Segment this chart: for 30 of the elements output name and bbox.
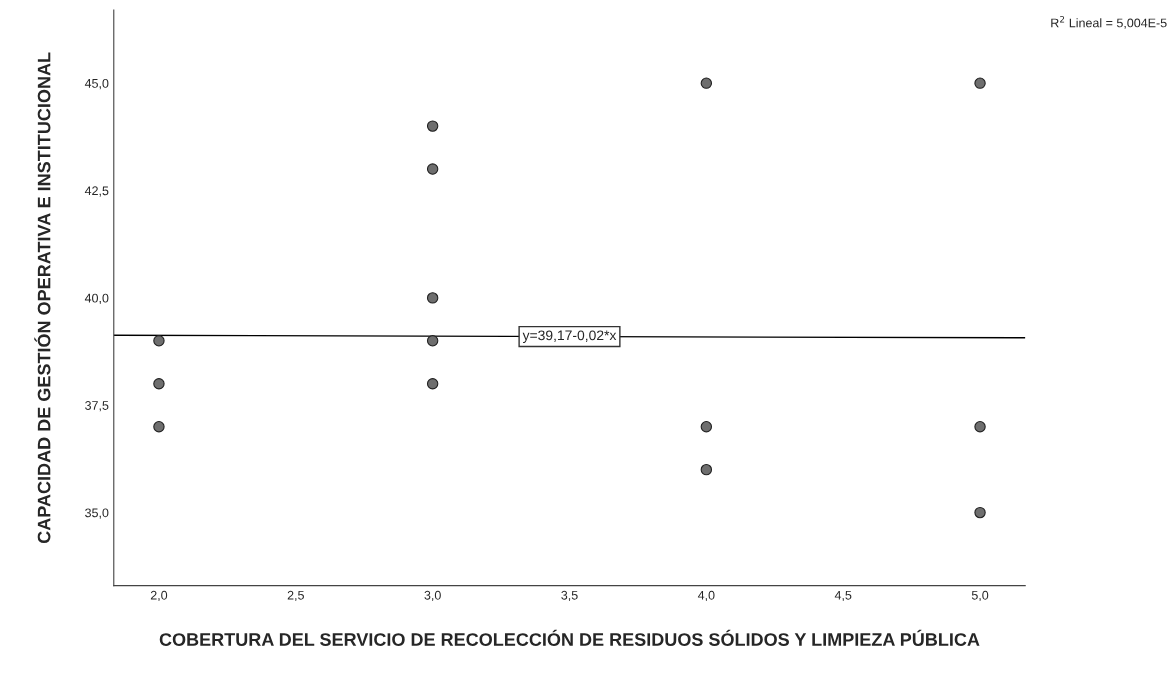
y-axis-title: CAPACIDAD DE GESTIÓN OPERATIVA E INSTITUCIONAL <box>34 52 51 544</box>
x-tick-label: 2,0 <box>150 590 168 602</box>
point <box>426 163 439 175</box>
point <box>153 335 165 347</box>
x-tick-label: 4,5 <box>834 590 852 602</box>
point <box>700 421 713 433</box>
point <box>426 120 439 132</box>
point <box>974 77 986 89</box>
y-tick-label: 45,0 <box>84 78 109 90</box>
x-tick-label: 5,0 <box>971 590 989 602</box>
y-tick-label: 42,5 <box>84 186 109 197</box>
point <box>974 421 986 433</box>
x-tick-label: 3,5 <box>561 590 578 602</box>
point <box>153 421 165 433</box>
y-tick-label: 40,0 <box>84 293 109 305</box>
point <box>426 378 439 390</box>
point <box>426 335 439 347</box>
annotation: y=39,17-0,02*x <box>522 330 617 343</box>
point <box>700 77 713 89</box>
point <box>426 292 439 304</box>
x-axis-title: COBERTURA DEL SERVICIO DE RECOLECCIÓN DE RESIDUOS SÓLIDOS Y LIMPIEZA PÚBLICA <box>159 629 980 646</box>
text: R$^{2}$ Lineal = 5,004E-5 <box>1051 15 1167 29</box>
point <box>153 378 165 390</box>
point <box>974 506 986 519</box>
x-tick-label: 4,0 <box>697 590 715 602</box>
x-tick-label: 3,0 <box>424 590 441 602</box>
y-tick-label: 37,5 <box>85 401 109 412</box>
point <box>700 463 713 476</box>
x-tick-label: 2,5 <box>287 590 304 602</box>
y-tick-label: 35,0 <box>85 508 109 519</box>
